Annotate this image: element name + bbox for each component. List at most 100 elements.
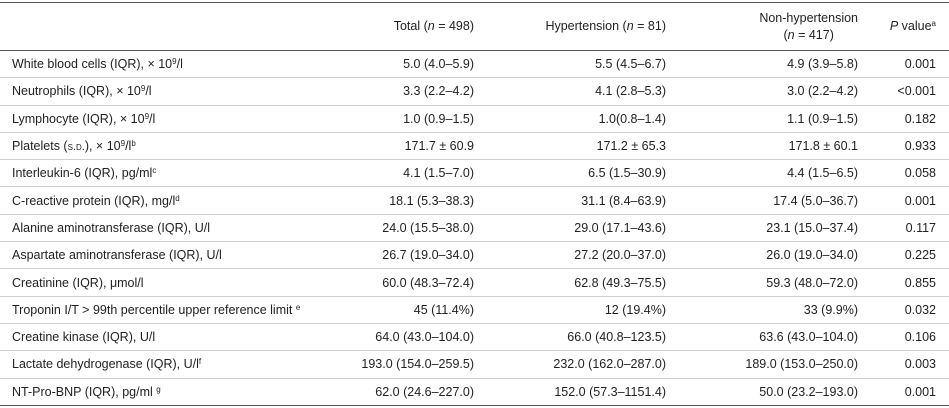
text: NT-Pro-BNP (IQR), pg/ml [12,384,157,399]
header-line: Non-hypertension [759,10,858,27]
column-header: Hypertension (n = 81) [478,2,670,51]
small-caps: s.d. [67,141,85,154]
cell: 0.001 [862,50,949,79]
cell: 189.0 (153.0–250.0) [670,350,862,379]
table-row: Neutrophils (IQR), × 109/l 3.3 (2.2–4.2) 4… [0,77,949,106]
cell: 27.2 (20.0–37.0) [478,241,670,270]
superscript: b [131,139,136,149]
row-label: Platelets (s.d.), × 109/lb [0,132,350,161]
cell: 66.0 (40.8–123.5) [478,323,670,352]
table-row: Creatinine (IQR), μmol/l 60.0 (48.3–72.4)… [0,268,949,297]
text: /l [145,84,152,99]
text: Lactate dehydrogenase (IQR), U/l [12,357,199,372]
header-line: Total (n = 498) [394,18,474,35]
cell: 26.7 (19.0–34.0) [350,241,478,270]
cell: 60.0 (48.3–72.4) [350,268,478,297]
cell: 0.855 [862,268,949,297]
cell: 4.1 (1.5–7.0) [350,159,478,188]
cell: 232.0 (162.0–287.0) [478,350,670,379]
cell: 0.933 [862,132,949,161]
text: Platelets ( [12,139,68,154]
superscript: a [931,19,936,28]
cell: 59.3 (48.0–72.0) [670,268,862,297]
cell: 0.001 [862,378,949,406]
superscript: 9 [120,139,126,149]
italic: P [889,19,899,33]
cell: 171.7 ± 60.9 [350,132,478,161]
cell: 64.0 (43.0–104.0) [350,323,478,352]
table-row: Interleukin-6 (IQR), pg/mlc 4.1 (1.5–7.0)… [0,159,949,188]
text: Neutrophils (IQR), × 10 [12,84,141,99]
cell: 31.1 (8.4–63.9) [478,186,670,215]
cell: 18.1 (5.3–38.3) [350,186,478,215]
table-row: White blood cells (IQR), × 109/l 5.0 (4.0… [0,50,949,79]
cell: 17.4 (5.0–36.7) [670,186,862,215]
row-label: Troponin I/T > 99th percentile upper ref… [0,296,350,324]
cell: 1.0 (0.9–1.5) [350,105,478,133]
text: /l [149,111,156,126]
table-row: Creatine kinase (IQR), U/l 64.0 (43.0–104… [0,323,949,352]
table-row: NT-Pro-BNP (IQR), pg/ml g 62.0 (24.6–227.… [0,378,949,406]
table-row: Lymphocyte (IQR), × 109/l 1.0 (0.9–1.5) 1.… [0,105,949,133]
header-text: Non-hypertension (n = 417) [759,10,858,44]
cell: 0.182 [862,105,949,133]
row-label: Lymphocyte (IQR), × 109/l [0,105,350,133]
row-label: Neutrophils (IQR), × 109/l [0,77,350,106]
cell: 0.106 [862,323,949,352]
cell: 62.0 (24.6–227.0) [350,378,478,406]
superscript: d [175,193,180,203]
table-row: Troponin I/T > 99th percentile upper ref… [0,296,949,324]
row-label: C-reactive protein (IQR), mg/ld [0,186,350,215]
text: = 498) [434,19,474,33]
text: Troponin I/T > 99th percentile upper ref… [12,302,296,317]
superscript: f [198,357,202,367]
header-row: Total (n = 498) Hypertension (n = 81) Non-… [0,2,949,51]
cell: 5.5 (4.5–6.7) [478,50,670,79]
italic: n [787,27,795,42]
text: Total ( [393,19,428,33]
text: ), × 10 [84,139,121,154]
cell: 4.1 (2.8–5.3) [478,77,670,106]
cell: 0.001 [862,186,949,215]
cell: 12 (19.4%) [478,296,670,324]
superscript: 9 [144,111,150,121]
cell: 1.0(0.8–1.4) [478,105,670,133]
text: = 417) [794,27,834,42]
cell: 26.0 (19.0–34.0) [670,241,862,270]
cell: 0.003 [862,350,949,379]
cell: 193.0 (154.0–259.5) [350,350,478,379]
cell: 24.0 (15.5–38.0) [350,214,478,243]
column-header: Total (n = 498) [350,2,478,51]
row-label: Alanine aminotransferase (IQR), U/l [0,214,350,243]
italic: n [427,19,435,33]
cell: <0.001 [862,77,949,106]
header-text: Hypertension (n = 81) [545,18,666,35]
table-row: Aspartate aminotransferase (IQR), U/l 26.… [0,241,949,270]
cell: 4.9 (3.9–5.8) [670,50,862,79]
table-row: Platelets (s.d.), × 109/lb 171.7 ± 60.9 17… [0,132,949,161]
cell: 171.8 ± 60.1 [670,132,862,161]
cell: 1.1 (0.9–1.5) [670,105,862,133]
cell: 62.8 (49.3–75.5) [478,268,670,297]
cell: 0.117 [862,214,949,243]
text: Aspartate aminotransferase (IQR), U/l [12,248,222,263]
cell: 33 (9.9%) [670,296,862,324]
row-label: Lactate dehydrogenase (IQR), U/lf [0,350,350,379]
cell: 6.5 (1.5–30.9) [478,159,670,188]
superscript: 9 [172,57,177,67]
column-header: P valuea [862,2,949,51]
column-header [0,2,350,51]
superscript: e [295,302,301,312]
text: Non-hypertension [759,10,858,25]
header-text: P valuea [890,18,936,35]
text: Creatinine (IQR), μmol/l [12,275,144,290]
cell: 152.0 (57.3–1151.4) [478,378,670,406]
row-label: Creatinine (IQR), μmol/l [0,268,350,297]
cell: 50.0 (23.2–193.0) [670,378,862,406]
table-row: Alanine aminotransferase (IQR), U/l 24.0 … [0,214,949,243]
table-row: C-reactive protein (IQR), mg/ld 18.1 (5.3… [0,186,949,215]
text: ( [783,27,788,42]
cell: 0.032 [862,296,949,324]
column-header: Non-hypertension (n = 417) [670,2,862,51]
